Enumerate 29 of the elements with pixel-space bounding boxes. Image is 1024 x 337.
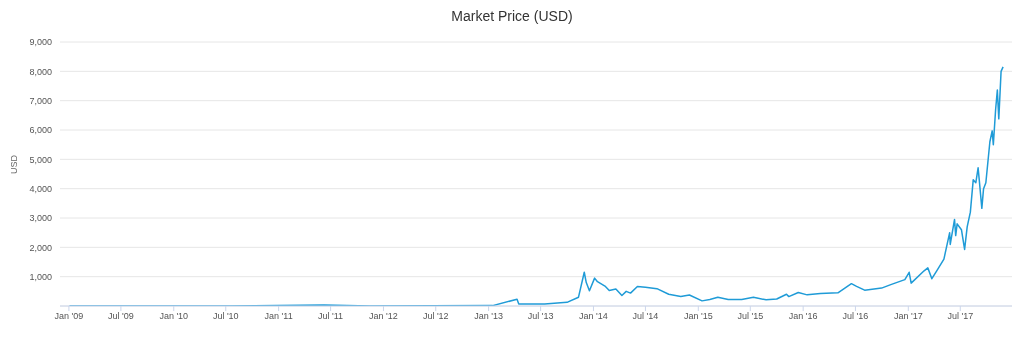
- x-tick-label: Jul '12: [422, 311, 449, 322]
- y-tick-label: 9,000: [29, 37, 52, 48]
- y-tick-label: 6,000: [29, 125, 52, 136]
- x-tick-label: Jan '16: [788, 311, 818, 322]
- x-tick-label: Jul '17: [947, 311, 974, 322]
- y-tick-label: 3,000: [29, 213, 52, 224]
- x-tick-label: Jul '16: [842, 311, 869, 322]
- y-tick-label: 7,000: [29, 95, 52, 106]
- y-tick-label: 8,000: [29, 66, 52, 77]
- x-tick-label: Jul '13: [527, 311, 554, 322]
- y-tick-label: 4,000: [29, 183, 52, 194]
- chart-title: Market Price (USD): [450, 8, 574, 26]
- x-tick-label: Jul '14: [632, 311, 659, 322]
- y-tick-label: 5,000: [29, 154, 52, 165]
- x-tick-label: Jan '10: [159, 311, 189, 322]
- x-tick-label: Jan '11: [264, 311, 293, 322]
- x-tick-label: Jan '09: [54, 311, 84, 322]
- x-tick-label: Jul '11: [318, 311, 344, 322]
- x-tick-label: Jan '15: [683, 311, 713, 322]
- x-tick-label: Jul '15: [737, 311, 764, 322]
- x-tick-label: Jan '17: [893, 311, 923, 322]
- y-axis-title: USD: [9, 154, 20, 174]
- x-tick-label: Jan '12: [369, 311, 398, 322]
- x-tick-label: Jan '13: [474, 311, 503, 322]
- x-tick-label: Jul '09: [108, 311, 134, 322]
- x-tick-label: Jul '10: [212, 311, 239, 322]
- y-tick-label: 2,000: [29, 242, 52, 253]
- y-tick-label: 1,000: [29, 271, 52, 282]
- x-tick-label: Jan '14: [579, 311, 608, 322]
